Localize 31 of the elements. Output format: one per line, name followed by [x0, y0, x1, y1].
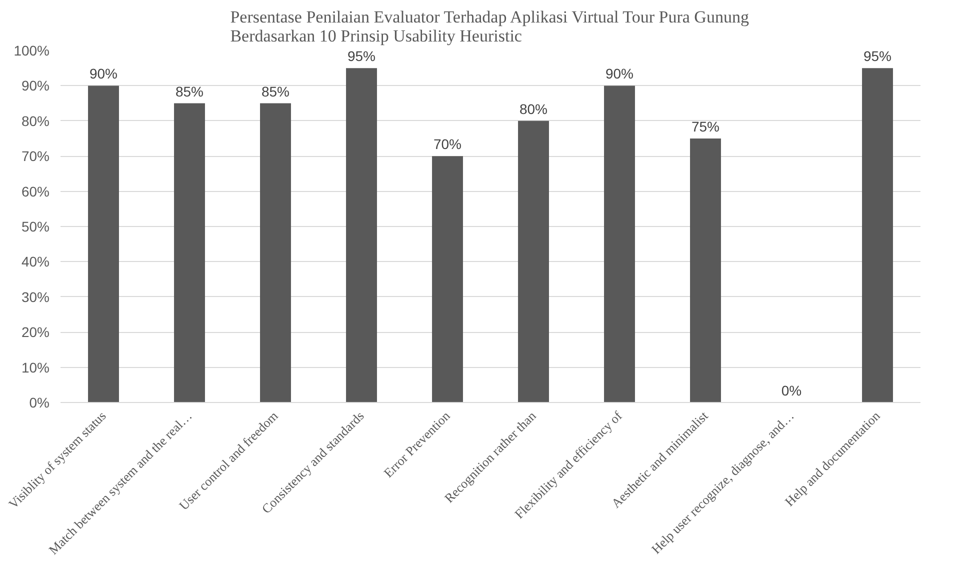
y-tick-label: 30% [21, 288, 50, 305]
data-label: 70% [433, 136, 462, 152]
y-tick-label: 40% [21, 254, 50, 270]
bar [88, 86, 119, 402]
y-tick-label: 60% [21, 183, 50, 200]
data-label: 90% [605, 66, 634, 82]
data-label: 80% [519, 100, 548, 117]
bar [432, 156, 463, 402]
y-tick-label: 100% [14, 42, 50, 58]
y-tick-label: 10% [21, 359, 50, 376]
data-label: 95% [863, 48, 892, 64]
data-label: 75% [691, 118, 720, 134]
data-label: 85% [261, 83, 290, 100]
y-tick-label: 80% [21, 112, 50, 129]
data-label: 0% [781, 382, 802, 398]
data-label: 90% [89, 66, 118, 82]
chart-title: Persentase Penilaian Evaluator Terhadap Aplikasi Virtual Tour Pura Gunung Berdasarkan 10 Prinsip Usability Heuristic [230, 8, 750, 46]
y-tick-label: 0% [29, 394, 50, 410]
bar [260, 103, 291, 402]
y-tick-label: 90% [21, 78, 50, 94]
y-tick-label: 70% [21, 148, 50, 164]
data-label: 85% [175, 83, 204, 100]
bar [690, 138, 721, 402]
bar [346, 68, 377, 402]
data-label: 95% [347, 48, 376, 64]
y-tick-label: 50% [21, 218, 50, 234]
bar [174, 103, 205, 402]
bar [518, 120, 549, 402]
bar [604, 86, 635, 402]
bar [862, 68, 893, 402]
y-tick-label: 20% [21, 324, 50, 340]
